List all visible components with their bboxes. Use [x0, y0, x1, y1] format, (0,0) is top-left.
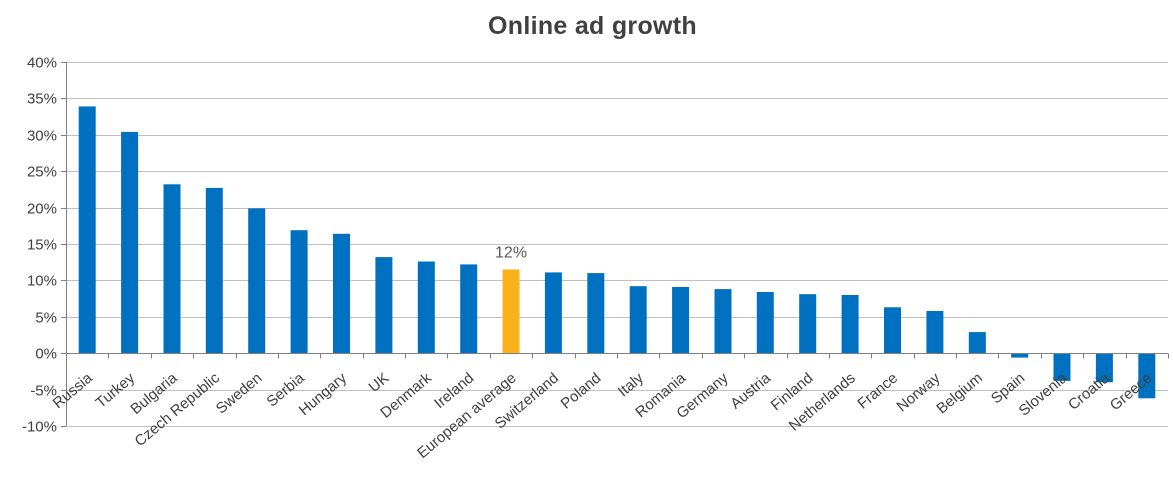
bar-italy: [629, 286, 647, 354]
data-labels: 12%: [495, 244, 527, 261]
bar-european-average: [502, 269, 520, 354]
bar-norway: [926, 311, 944, 354]
axes: [66, 62, 1169, 426]
bar-poland: [587, 273, 605, 354]
bar-france: [884, 307, 901, 354]
y-tick-label: 35%: [27, 91, 57, 108]
category-label: Croatia: [1065, 369, 1113, 414]
category-label: Hungary: [296, 369, 351, 419]
y-tick-label: 25%: [27, 164, 57, 181]
bar-austria: [756, 292, 774, 354]
chart-title: Online ad growth: [488, 12, 697, 40]
category-label: Sweden: [213, 370, 265, 418]
y-tick-label: 20%: [27, 201, 57, 218]
bar-bulgaria: [163, 184, 181, 354]
y-tick-label: 10%: [27, 273, 57, 290]
gridlines: [66, 62, 1168, 427]
bar-netherlands: [841, 295, 859, 354]
bar-romania: [672, 287, 690, 354]
bars: [78, 106, 1156, 399]
y-axis-ticks: 40% 35% 30% 25% 20% 15% 10% 5% 0% -5% -10%: [22, 55, 66, 436]
bar-serbia: [290, 230, 308, 354]
bar-slovenia: [1053, 353, 1071, 381]
data-label: 12%: [495, 244, 527, 261]
y-tick-label: 15%: [27, 237, 57, 254]
bar-czech-republic: [205, 187, 223, 354]
y-tick-label: 5%: [35, 310, 57, 327]
bar-sweden: [248, 208, 266, 354]
category-label: Belgium: [933, 370, 985, 418]
category-label: Slovenia: [1016, 369, 1072, 419]
bar-spain: [1011, 353, 1029, 358]
bar-croatia: [1095, 353, 1113, 383]
category-label: UK: [366, 370, 393, 396]
bar-ireland: [460, 264, 478, 354]
y-tick-label: -10%: [22, 419, 57, 436]
bar-belgium: [968, 332, 986, 354]
bar-russia: [78, 106, 96, 354]
bar-denmark: [417, 261, 435, 354]
bar-switzerland: [544, 272, 562, 354]
bar-finland: [799, 294, 817, 354]
y-tick-label: 40%: [27, 55, 57, 72]
bar-hungary: [333, 233, 350, 354]
bar-greece: [1138, 353, 1156, 399]
category-label: Poland: [558, 370, 605, 413]
category-label: Italy: [615, 369, 647, 400]
category-label: France: [854, 370, 901, 413]
bar-turkey: [121, 131, 139, 354]
y-tick-label: -5%: [30, 383, 57, 400]
y-tick-label: 0%: [35, 346, 57, 363]
y-tick-label: 30%: [27, 128, 57, 145]
bar-uk: [375, 257, 393, 354]
bar-germany: [714, 289, 732, 354]
